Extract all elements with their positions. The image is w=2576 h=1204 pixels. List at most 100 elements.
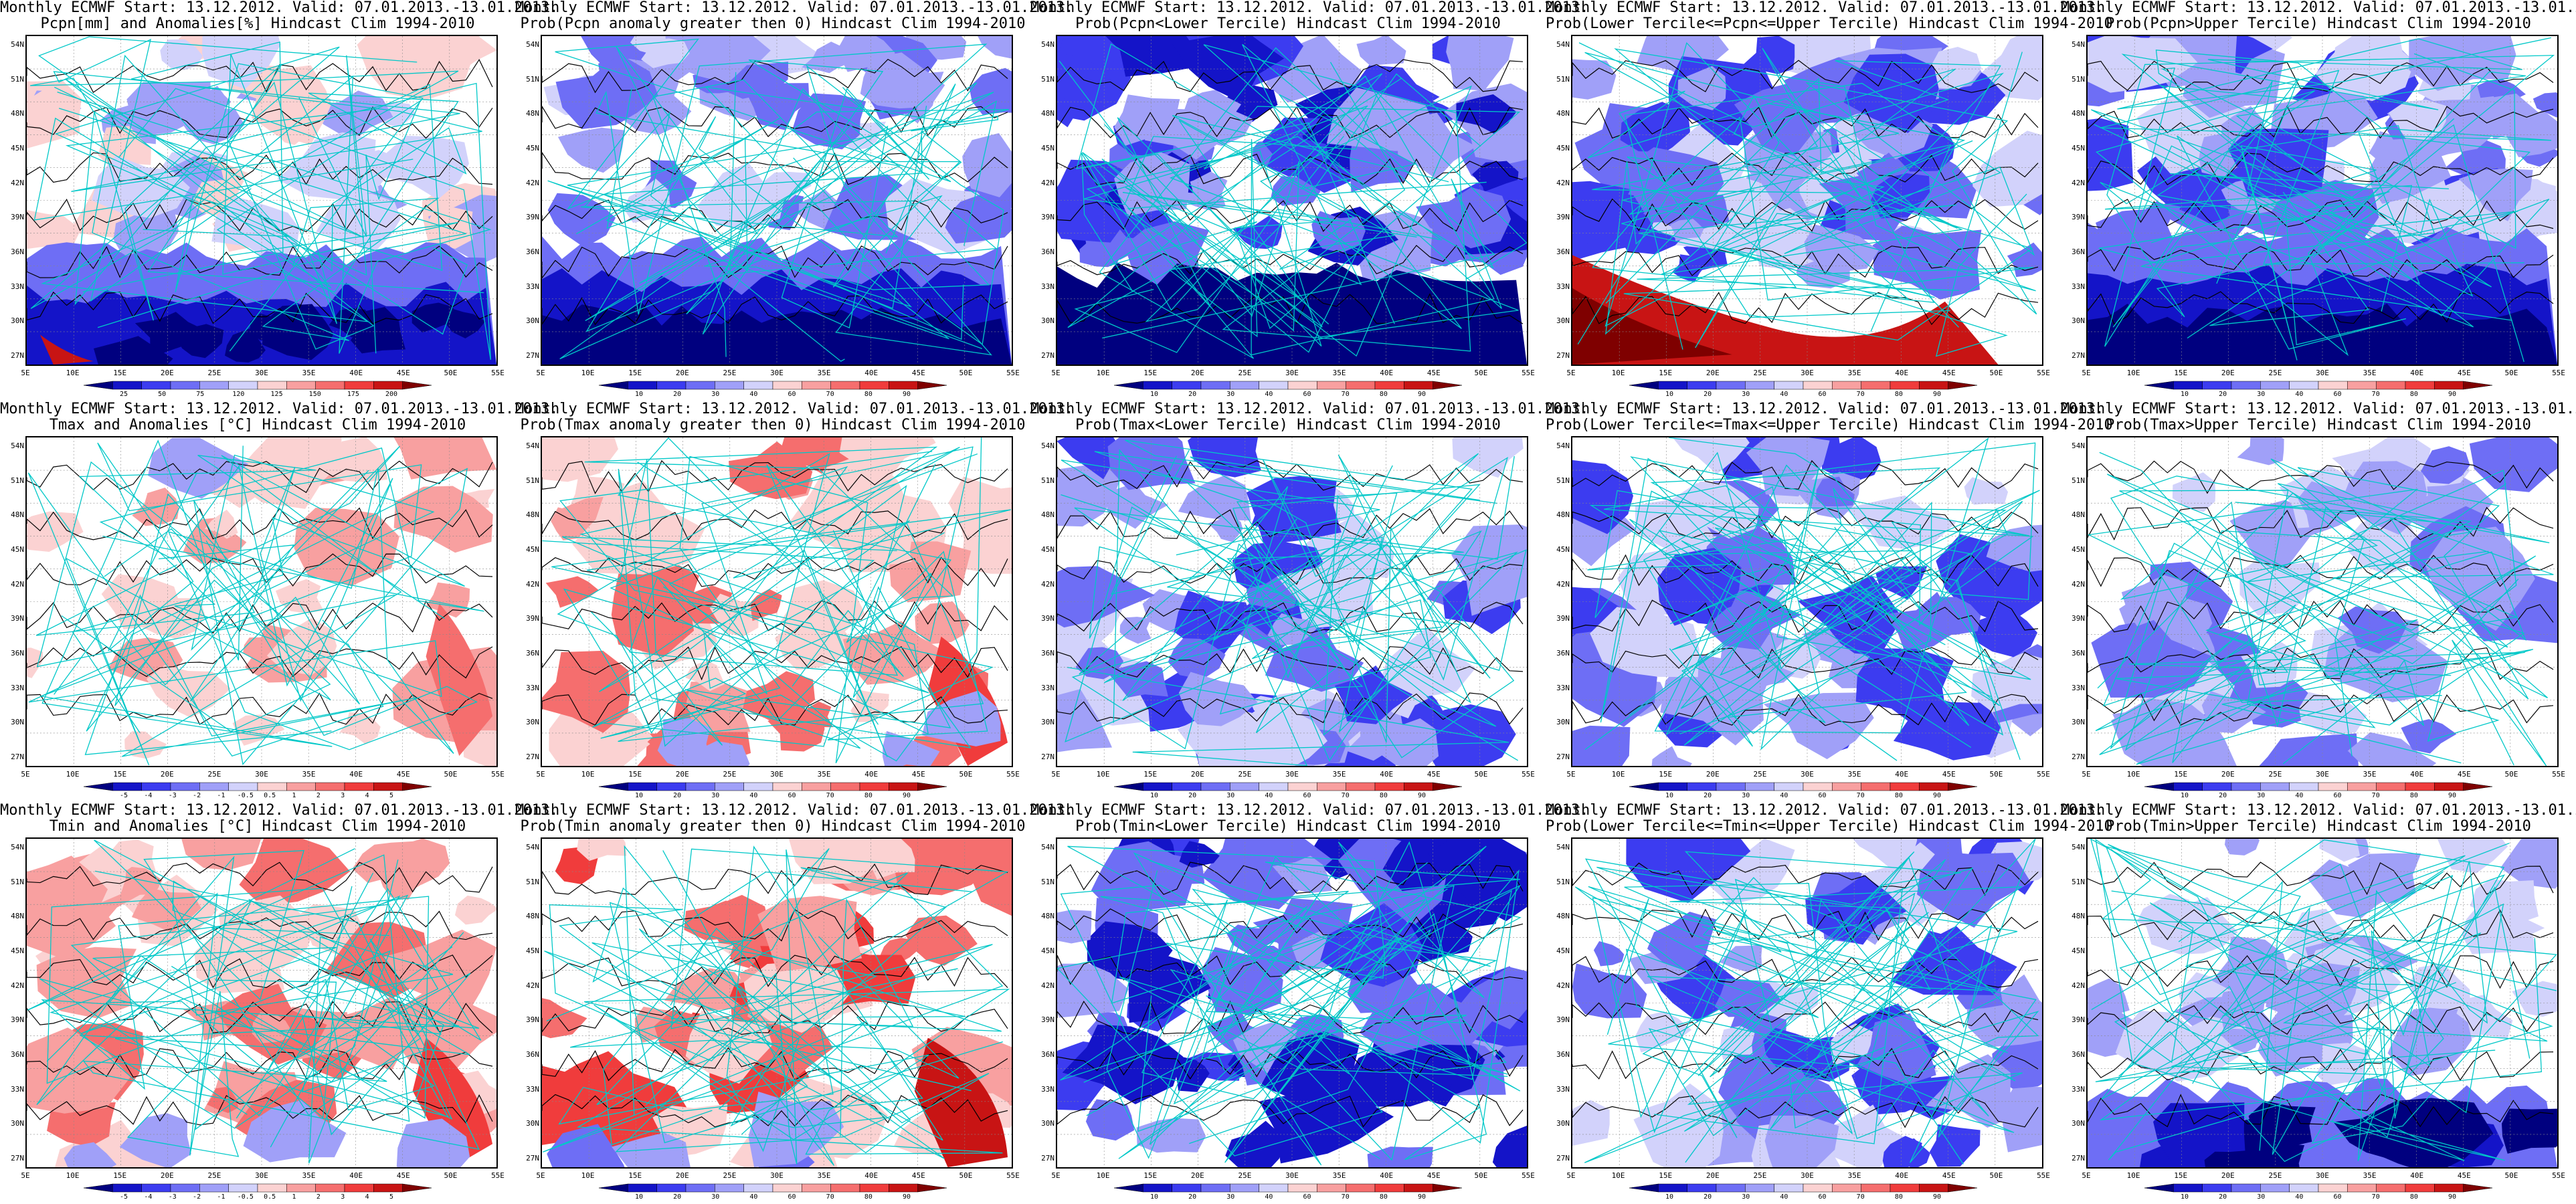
lat-tick-label: 30N (1041, 316, 1054, 326)
colorbar-tick-label: 40 (2295, 1193, 2304, 1201)
lon-tick-label: 55E (2552, 770, 2565, 779)
map-field (2088, 36, 2557, 365)
colorbar-tick-label: 40 (749, 1193, 758, 1201)
lat-tick-label: 54N (11, 441, 24, 450)
colorbar (2144, 381, 2493, 390)
colorbar-swatches (83, 1183, 432, 1193)
lon-tick-label: 25E (1753, 770, 1767, 779)
lon-tick-label: 50E (444, 770, 458, 779)
lon-tick-label: 15E (2174, 1171, 2188, 1180)
colorbar-tick-label: 1 (292, 1193, 296, 1201)
lat-tick-label: 48N (11, 109, 24, 118)
colorbar-swatches (1629, 381, 1978, 390)
lat-tick-label: 42N (1041, 579, 1054, 589)
colorbar-tick-label: 90 (1932, 391, 1942, 398)
map-field (542, 36, 1012, 365)
colorbar-tick-label: -5 (119, 1193, 128, 1201)
colorbar-tick-label: 90 (1932, 1193, 1942, 1201)
panel-title-line2: Prob(Lower Tercile<=Tmax<=Upper Tercile)… (1546, 417, 2113, 433)
map-panel-tmax-lower: Monthly ECMWF Start: 13.12.2012. Valid: … (1030, 401, 1588, 803)
lon-tick-label: 20E (1190, 770, 1204, 779)
panel-title-line1: Monthly ECMWF Start: 13.12.2012. Valid: … (515, 0, 1074, 16)
colorbar-tick-label: 40 (1265, 792, 1273, 799)
lon-tick-label: 15E (1143, 1171, 1158, 1180)
colorbar-tick-label: 60 (788, 1193, 796, 1201)
colorbar-swatches (1113, 782, 1463, 791)
lon-tick-label: 55E (2037, 1171, 2050, 1180)
lon-tick-label: 20E (160, 369, 174, 377)
lon-tick-label: 5E (21, 369, 30, 377)
lat-tick-label: 54N (526, 40, 539, 49)
lon-tick-label: 50E (444, 369, 458, 377)
lon-tick-label: 10E (1096, 1171, 1110, 1180)
lat-tick-label: 27N (1556, 752, 1570, 761)
map-plot-area (541, 35, 1013, 366)
lon-tick-label: 55E (1522, 770, 1535, 779)
map-panel-tmin-prob-gt0: Monthly ECMWF Start: 13.12.2012. Valid: … (515, 803, 1073, 1204)
panel-title-line1: Monthly ECMWF Start: 13.12.2012. Valid: … (1546, 401, 2104, 417)
lon-tick-label: 20E (2221, 770, 2235, 779)
lon-tick-label: 30E (1801, 770, 1814, 779)
lon-tick-label: 40E (864, 770, 879, 779)
lat-tick-label: 48N (526, 109, 539, 118)
lat-tick-label: 27N (11, 351, 24, 360)
lat-tick-label: 36N (2072, 1050, 2085, 1059)
lon-tick-label: 55E (491, 770, 504, 779)
lon-tick-label: 5E (2082, 369, 2091, 377)
colorbar-tick-label: 25 (119, 391, 128, 398)
lon-tick-label: 50E (444, 1171, 458, 1180)
lat-tick-label: 45N (1041, 545, 1054, 554)
panel-title: Monthly ECMWF Start: 13.12.2012. Valid: … (515, 803, 1073, 835)
colorbar-tick-label: 20 (673, 792, 682, 799)
lat-tick-label: 42N (1041, 981, 1054, 990)
colorbar-tick-label: -4 (144, 792, 153, 799)
panel-title-line2: Prob(Tmin anomaly greater then 0) Hindca… (520, 818, 1026, 835)
colorbar-tick-label: 10 (634, 792, 644, 799)
colorbar-swatches (1113, 381, 1463, 390)
colorbar-tick-label: 30 (1742, 1193, 1750, 1201)
lat-tick-label: 33N (11, 1084, 24, 1094)
lon-tick-label: 30E (770, 369, 784, 377)
lat-tick-label: 48N (1556, 510, 1570, 520)
lat-tick-label: 48N (526, 912, 539, 921)
lat-tick-label: 33N (526, 683, 539, 692)
colorbar-tick-label: 200 (385, 391, 398, 398)
colorbar-tick-label: -2 (193, 792, 201, 799)
panel-title-line2: Prob(Tmax anomaly greater then 0) Hindca… (520, 417, 1026, 433)
colorbar (2144, 1183, 2493, 1193)
colorbar-tick-label: 10 (2180, 1193, 2189, 1201)
colorbar-tick-label: 30 (1742, 792, 1750, 799)
lat-tick-label: 42N (2072, 981, 2085, 990)
lat-tick-label: 48N (1556, 912, 1570, 921)
lat-tick-label: 51N (11, 476, 24, 485)
panel-title-line2: Prob(Pcpn<Lower Tercile) Hindcast Clim 1… (1075, 15, 1501, 32)
lon-tick-label: 50E (1474, 369, 1488, 377)
lat-tick-label: 30N (526, 1119, 539, 1128)
lat-tick-label: 45N (526, 545, 539, 554)
colorbar-tick-label: 40 (2295, 391, 2304, 398)
lat-tick-label: 42N (11, 178, 24, 187)
panel-title-line2: Prob(Tmax>Upper Tercile) Hindcast Clim 1… (2106, 417, 2531, 433)
map-plot-area (2086, 837, 2559, 1169)
panel-title-line1: Monthly ECMWF Start: 13.12.2012. Valid: … (1546, 802, 2104, 819)
lat-tick-label: 33N (526, 1084, 539, 1094)
lon-tick-label: 15E (1659, 369, 1673, 377)
map-plot-area (25, 35, 498, 366)
lon-tick-label: 25E (1238, 369, 1252, 377)
colorbar (598, 1183, 947, 1193)
map-panel-pcpn-lower: Monthly ECMWF Start: 13.12.2012. Valid: … (1030, 0, 1588, 401)
lat-tick-label: 36N (2072, 649, 2085, 658)
lon-tick-label: 25E (723, 369, 737, 377)
lon-tick-label: 15E (113, 1171, 127, 1180)
lat-tick-label: 51N (1041, 877, 1054, 886)
lon-tick-label: 25E (723, 770, 737, 779)
lon-tick-label: 30E (255, 369, 268, 377)
panel-title: Monthly ECMWF Start: 13.12.2012. Valid: … (515, 401, 1073, 433)
lon-tick-label: 20E (1706, 369, 1720, 377)
colorbar-tick-label: 60 (2333, 792, 2342, 799)
lon-tick-label: 20E (1190, 1171, 1204, 1180)
lat-tick-label: 42N (1041, 178, 1054, 187)
lat-tick-label: 33N (2072, 1084, 2085, 1094)
lat-tick-label: 42N (526, 579, 539, 589)
lat-tick-label: 45N (11, 946, 24, 955)
